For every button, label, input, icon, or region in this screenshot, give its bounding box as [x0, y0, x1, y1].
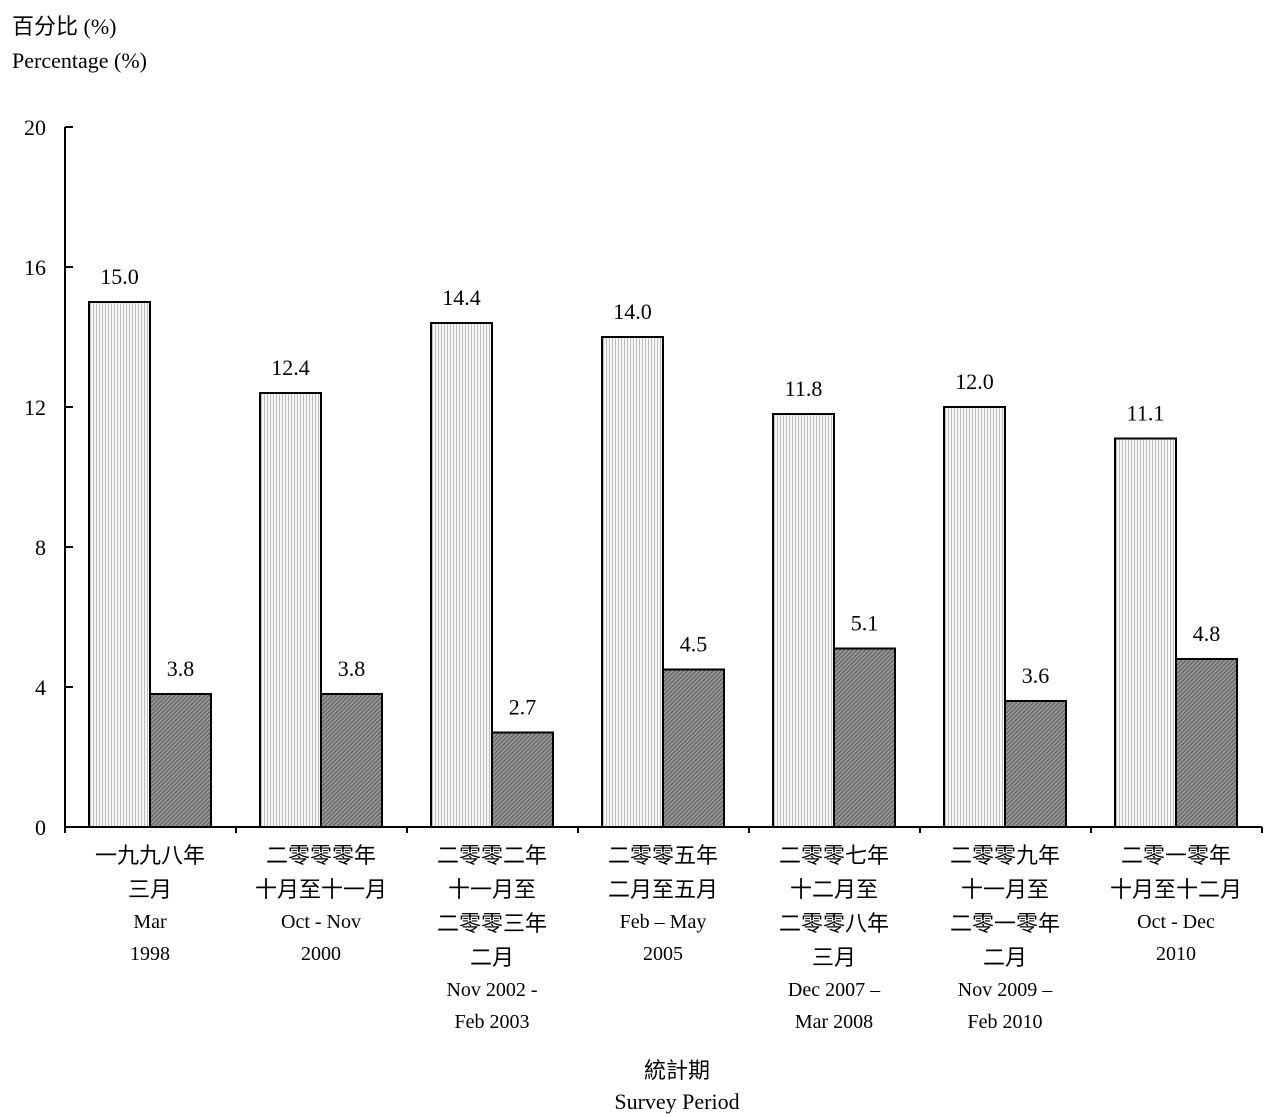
category-label-en-4: 2005 — [643, 943, 683, 965]
category-label-en-4: Feb – May — [620, 911, 707, 933]
data-label-series-2-7: 4.8 — [1193, 621, 1221, 646]
category-label-zh-6: 二零零九年 — [950, 843, 1060, 868]
bar-series-2-7 — [1175, 658, 1238, 828]
bar-series-1-7 — [1114, 437, 1177, 828]
bar-series-2-5 — [833, 647, 896, 828]
y-axis-title-en: Percentage (%) — [12, 48, 147, 73]
category-label-zh-6: 二零一零年 — [950, 911, 1060, 936]
y-tick-label: 8 — [35, 535, 46, 560]
bar-series-1-2 — [259, 392, 322, 828]
category-label-zh-6: 十一月至 — [961, 877, 1049, 902]
category-label-zh-7: 二零一零年 — [1121, 843, 1231, 868]
category-label-en-1: 1998 — [130, 943, 170, 965]
data-label-series-1-6: 12.0 — [955, 369, 994, 394]
category-label-en-2: Oct - Nov — [281, 911, 361, 933]
bar-series-1-1 — [88, 301, 151, 828]
category-label-en-2: 2000 — [301, 943, 341, 965]
data-label-series-2-4: 4.5 — [680, 632, 708, 657]
data-label-series-1-1: 15.0 — [100, 264, 139, 289]
bar-series-2-2 — [320, 693, 383, 828]
category-label-en-5: Mar 2008 — [795, 1011, 873, 1033]
category-label-en-7: Oct - Dec — [1137, 911, 1215, 933]
data-label-series-2-3: 2.7 — [509, 695, 537, 720]
category-label-zh-1: 一九九八年 — [95, 843, 205, 868]
y-tick-label: 16 — [24, 255, 46, 280]
category-label-zh-3: 二月 — [470, 945, 514, 970]
y-axis-title-zh: 百分比 (%) — [12, 14, 117, 39]
y-tick-label: 20 — [24, 115, 46, 140]
category-label-zh-3: 二零零二年 — [437, 843, 547, 868]
data-label-series-1-4: 14.0 — [613, 299, 652, 324]
category-label-zh-5: 二零零八年 — [779, 911, 889, 936]
category-label-zh-3: 二零零三年 — [437, 911, 547, 936]
category-label-zh-3: 十一月至 — [448, 877, 536, 902]
data-label-series-2-5: 5.1 — [851, 611, 879, 636]
bar-series-1-4 — [601, 336, 664, 828]
category-label-en-3: Feb 2003 — [455, 1011, 530, 1033]
data-label-series-1-7: 11.1 — [1127, 401, 1165, 426]
category-label-en-6: Feb 2010 — [968, 1011, 1043, 1033]
category-label-zh-2: 十月至十一月 — [255, 877, 387, 902]
bar-series-2-3 — [491, 731, 554, 828]
category-label-zh-4: 二零零五年 — [608, 843, 718, 868]
y-tick-label: 12 — [24, 395, 46, 420]
bar-series-2-6 — [1004, 700, 1067, 828]
category-label-zh-4: 二月至五月 — [608, 877, 718, 902]
bar-series-1-3 — [430, 322, 493, 828]
category-label-zh-6: 二月 — [983, 945, 1027, 970]
data-label-series-1-5: 11.8 — [785, 376, 823, 401]
category-label-en-1: Mar — [133, 911, 167, 933]
bar-series-2-1 — [149, 693, 212, 828]
data-label-series-2-1: 3.8 — [167, 656, 195, 681]
category-label-en-6: Nov 2009 – — [958, 979, 1053, 1001]
bar-series-2-4 — [662, 668, 725, 828]
category-label-zh-7: 十月至十二月 — [1110, 877, 1242, 902]
category-label-zh-1: 三月 — [128, 877, 172, 902]
bar-series-1-5 — [772, 413, 835, 828]
data-label-series-2-2: 3.8 — [338, 656, 366, 681]
y-tick-label: 4 — [35, 675, 46, 700]
category-label-zh-5: 十二月至 — [790, 877, 878, 902]
data-label-series-1-2: 12.4 — [271, 355, 310, 380]
category-label-en-5: Dec 2007 – — [788, 979, 881, 1001]
data-label-series-2-6: 3.6 — [1022, 663, 1050, 688]
category-label-en-3: Nov 2002 - — [446, 979, 537, 1001]
y-tick-label: 0 — [35, 815, 46, 840]
category-label-en-7: 2010 — [1156, 943, 1196, 965]
category-label-zh-5: 二零零七年 — [779, 843, 889, 868]
category-label-zh-5: 三月 — [812, 945, 856, 970]
x-axis-title-zh: 統計期 — [643, 1058, 710, 1083]
x-axis-title-en: Survey Period — [614, 1089, 740, 1114]
bar-series-1-6 — [943, 406, 1006, 828]
category-label-zh-2: 二零零零年 — [266, 843, 376, 868]
data-label-series-1-3: 14.4 — [442, 285, 481, 310]
